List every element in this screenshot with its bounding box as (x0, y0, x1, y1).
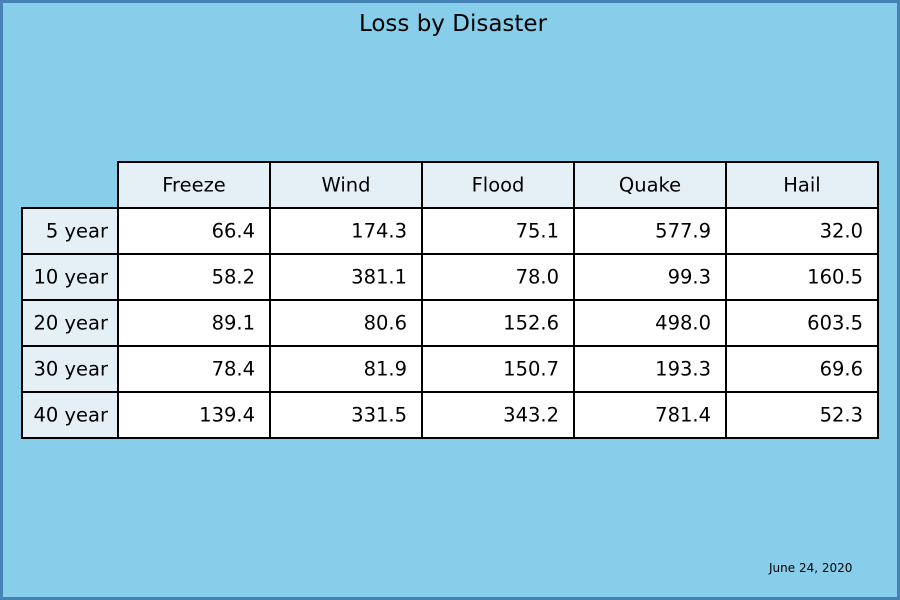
table-cell (269, 207, 423, 255)
row-header-cell (21, 391, 119, 439)
row-header-label: 40 year (33, 404, 108, 427)
table-cell-value: 69.6 (820, 358, 863, 381)
table-cell-value: 781.4 (655, 404, 711, 427)
footer-date: June 24, 2020 (769, 561, 853, 575)
row-header-label: 20 year (33, 312, 108, 335)
column-header-label: Quake (619, 174, 681, 197)
table-cell-value: 193.3 (655, 358, 711, 381)
table-cell-value: 66.4 (212, 220, 255, 243)
table-cell-value: 577.9 (655, 220, 711, 243)
column-header-label: Hail (783, 174, 820, 197)
row-header-label: 10 year (33, 266, 108, 289)
table-cell-value: 58.2 (212, 266, 255, 289)
table-cell-value: 331.5 (351, 404, 407, 427)
table-cell (117, 345, 271, 393)
table-cell (421, 207, 575, 255)
table-cell-value: 52.3 (820, 404, 863, 427)
table-cell-value: 498.0 (655, 312, 711, 335)
table-cell (421, 391, 575, 439)
column-header-cell (269, 161, 423, 209)
table-cell-value: 32.0 (820, 220, 863, 243)
column-header-label: Freeze (162, 174, 226, 197)
table-cell (421, 253, 575, 301)
chart-title: Loss by Disaster (358, 11, 548, 37)
column-header-label: Flood (472, 174, 525, 197)
row-header-label: 30 year (33, 358, 108, 381)
table-cell-value: 150.7 (503, 358, 559, 381)
table-cell (573, 253, 727, 301)
table-cell (725, 299, 879, 347)
table-cell (269, 253, 423, 301)
table-cell-value: 152.6 (503, 312, 559, 335)
table-cell (573, 207, 727, 255)
data-table: Freeze Wind Flood Quake Hail 5 year 66.4 174.3 7… (21, 161, 879, 439)
table-cell (269, 345, 423, 393)
table-cell-value: 78.4 (212, 358, 255, 381)
table-cell (117, 253, 271, 301)
row-header-cell (21, 345, 119, 393)
table-cell-value: 381.1 (351, 266, 407, 289)
table-cell (725, 253, 879, 301)
table-cell-value: 603.5 (807, 312, 863, 335)
row-header-cell (21, 299, 119, 347)
column-header-cell (421, 161, 575, 209)
table-cell (117, 299, 271, 347)
table-cell (421, 299, 575, 347)
table-cell-value: 160.5 (807, 266, 863, 289)
table-cell (725, 345, 879, 393)
table-cell-value: 78.0 (516, 266, 559, 289)
column-header-cell (117, 161, 271, 209)
row-header-cell (21, 253, 119, 301)
table-cell-value: 174.3 (351, 220, 407, 243)
table-cell-value: 89.1 (212, 312, 255, 335)
table-cell-value: 99.3 (668, 266, 711, 289)
table-cell (117, 391, 271, 439)
table-cell-value: 80.6 (364, 312, 407, 335)
table-cell (725, 391, 879, 439)
table-cell-value: 139.4 (199, 404, 255, 427)
table-cell-value: 343.2 (503, 404, 559, 427)
table-cell-value: 75.1 (516, 220, 559, 243)
table-cell-value: 81.9 (364, 358, 407, 381)
row-header-label: 5 year (46, 220, 109, 243)
column-header-label: Wind (321, 174, 370, 197)
